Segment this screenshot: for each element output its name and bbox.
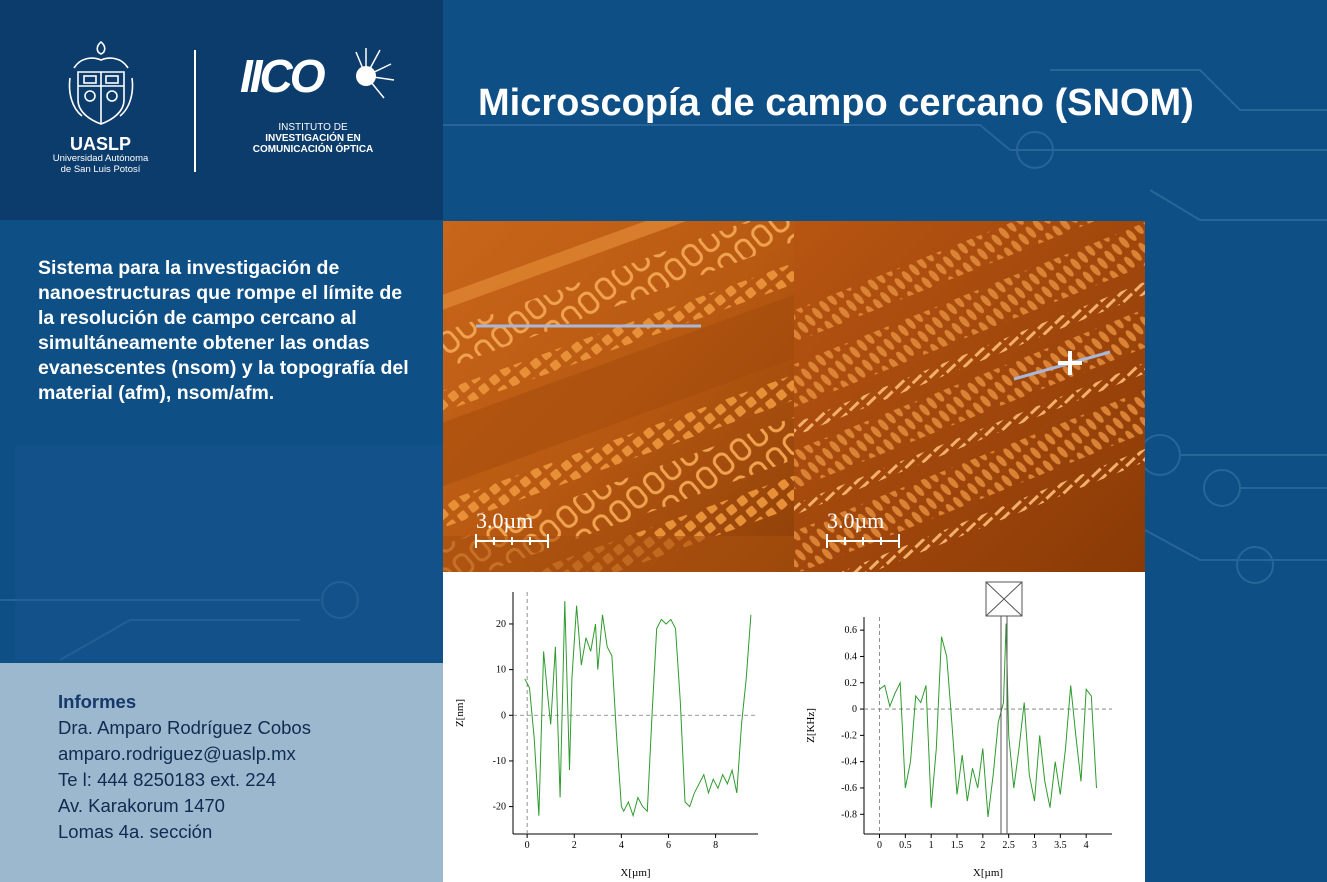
contact-phone: Te l: 444 8250183 ext. 224 [58,769,277,790]
scale-bar-label-left: 3.0µm [476,508,534,533]
x-tick-label: 1 [929,840,934,851]
uaslp-subtitle-2: de San Luis Potosí [60,164,141,175]
page-title: Microscopía de campo cercano (SNOM) [478,82,1194,124]
x-tick-label: 3.5 [1054,840,1067,851]
y-tick-label: -0.4 [841,757,857,768]
x-axis-label: X[µm] [620,867,650,879]
description-text: Sistema para la investigación de nanoest… [38,257,409,404]
x-tick-label: 0.5 [899,840,912,851]
x-tick-label: 1.5 [951,840,964,851]
series-line [879,623,1097,817]
x-tick-label: 8 [713,840,718,851]
x-tick-label: 0 [525,840,530,851]
iico-wordmark: IICO [240,50,326,102]
iico-line-2: INVESTIGACIÓN EN [265,133,361,144]
x-tick-label: 2 [980,840,985,851]
contact-address-1: Av. Karakorum 1470 [58,795,225,816]
y-tick-label: -0.8 [841,809,857,820]
iico-line-1: INSTITUTO DE [278,122,348,133]
x-tick-label: 0 [877,840,882,851]
y-tick-label: 0.2 [845,678,858,689]
afm-profile-plot: 0 2 4 6 8 -20 -10 0 10 20 X[µm] Z[nm] [443,572,794,882]
x-tick-label: 2.5 [1002,840,1015,851]
contact-name: Dra. Amparo Rodríguez Cobos [58,717,311,738]
series-line [524,601,752,818]
nsom-image: 3.0µm [794,221,1145,572]
y-tick-label: 0.4 [845,651,858,662]
scale-bar-label-right: 3.0µm [827,508,885,533]
contact-address-2: Lomas 4a. sección [58,821,213,842]
iico-line-3: COMUNICACIÓN ÓPTICA [252,144,374,155]
y-tick-label: -0.6 [841,783,857,794]
info-panel [0,663,443,882]
y-axis-label: Z[nm] [454,699,466,727]
nsom-profile-chart: 0 0.5 1 1.5 2 2.5 3 3.5 4 -0.8 -0.6 -0.4 -0.2 0 0.2 0.4… [805,581,1112,879]
y-tick-label: 20 [496,619,506,630]
uaslp-logo: UASLP Universidad Autónoma de San Luis P… [38,38,163,175]
nsom-profile-plot: 0 0.5 1 1.5 2 2.5 3 3.5 4 -0.8 -0.6 -0.4 -0.2 0 0.2 0.4… [794,572,1145,882]
x-tick-label: 4 [619,840,624,851]
y-axis-label: Z[KHz] [805,708,817,743]
y-tick-label: -20 [493,802,506,813]
contact-email[interactable]: amparo.rodriguez@uaslp.mx [58,743,296,764]
x-tick-label: 6 [666,840,671,851]
iico-logo: IICO INSTITUTO DE INVESTIGACIÓN EN COMUN… [228,48,398,155]
uaslp-subtitle-1: Universidad Autónoma [52,153,149,164]
cursor-marker-icon [985,581,1023,834]
logo-panel [0,0,443,220]
iico-starburst-icon [355,48,395,99]
afm-profile-chart: 0 2 4 6 8 -20 -10 0 10 20 X[µm] Z[nm] [454,592,758,879]
logo-divider [194,50,196,172]
afm-topography-image: 3.0µm [443,221,794,572]
x-tick-label: 2 [572,840,577,851]
contact-info: Informes Dra. Amparo Rodríguez Cobos amp… [58,689,311,845]
y-tick-label: 10 [496,665,506,676]
y-tick-label: 0.6 [845,625,858,636]
x-axis-label: X[µm] [973,867,1003,879]
x-tick-label: 4 [1084,840,1089,851]
y-tick-label: -10 [493,756,506,767]
y-tick-label: -0.2 [841,730,857,741]
y-tick-label: 0 [501,710,506,721]
info-heading: Informes [58,691,137,712]
uaslp-crest-icon [68,40,133,125]
y-tick-label: 0 [852,704,857,715]
x-tick-label: 3 [1032,840,1037,851]
uaslp-name: UASLP [69,134,131,154]
